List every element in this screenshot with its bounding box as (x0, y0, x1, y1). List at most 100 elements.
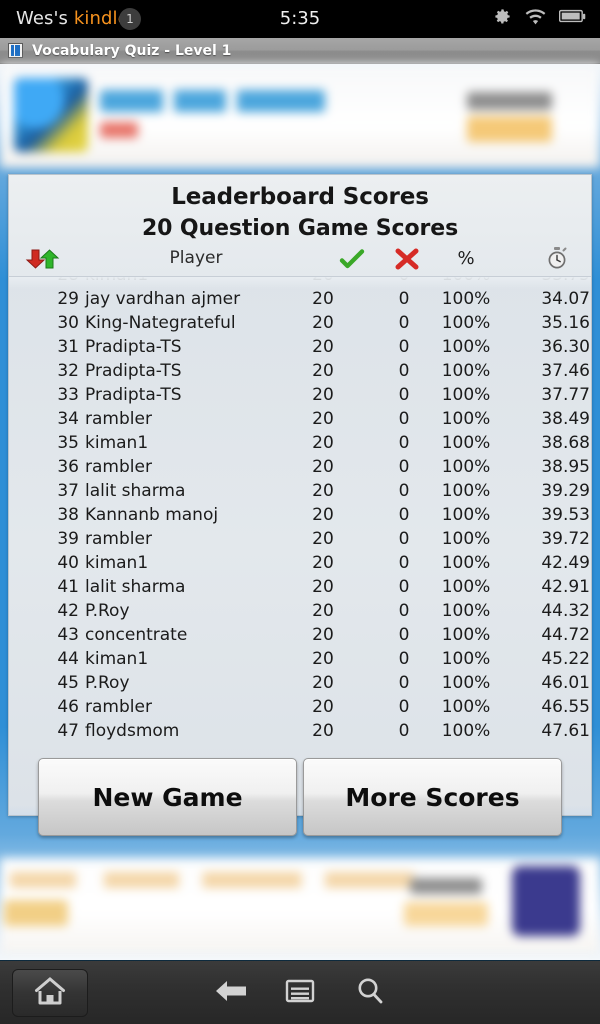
row-time: 37.77 (541, 385, 590, 405)
table-row[interactable]: 45 P.Roy 20 0 100% 46.01 (9, 671, 591, 695)
notification-count-badge[interactable]: 1 (119, 8, 141, 30)
row-player-name: rambler (85, 697, 152, 717)
ad-logo-icon (14, 78, 88, 152)
check-icon[interactable] (335, 248, 369, 274)
row-percent: 100% (441, 313, 491, 333)
row-player-name: Pradipta-TS (85, 361, 182, 381)
row-percent: 100% (441, 433, 491, 453)
row-time: 33.75 (528, 277, 590, 285)
ad-subtext (100, 122, 138, 138)
search-icon (355, 976, 385, 1010)
row-percent: 100% (441, 481, 491, 501)
wifi-icon[interactable] (525, 8, 546, 25)
row-correct-count: 20 (312, 361, 334, 381)
app-title-bar: Vocabulary Quiz - Level 1 (0, 38, 600, 64)
home-button[interactable] (12, 969, 88, 1017)
row-wrong-count: 0 (398, 721, 410, 741)
row-percent: 100% (441, 601, 491, 621)
table-row[interactable]: 37 lalit sharma 20 0 100% 39.29 (9, 479, 591, 503)
row-rank: 33 (57, 385, 79, 405)
ad-badge (4, 900, 68, 926)
row-wrong-count: 0 (398, 673, 410, 693)
bottom-advertisement-banner[interactable] (0, 858, 600, 954)
column-header-percent[interactable]: % (457, 248, 475, 269)
row-player-name: King-Nategrateful (85, 313, 236, 333)
row-rank: 42 (57, 601, 79, 621)
back-button[interactable] (208, 971, 254, 1015)
table-row[interactable]: 44 kiman1 20 0 100% 45.22 (9, 647, 591, 671)
ad-app-icon (512, 866, 580, 936)
table-row[interactable]: 46 rambler 20 0 100% 46.55 (9, 695, 591, 719)
leaderboard-header: Leaderboard Scores 20 Question Game Scor… (9, 175, 591, 276)
table-row[interactable]: 38 Kannanb manoj 20 0 100% 39.53 (9, 503, 591, 527)
table-row[interactable]: 42 P.Roy 20 0 100% 44.32 (9, 599, 591, 623)
table-row[interactable]: 43 concentrate 20 0 100% 44.72 (9, 623, 591, 647)
table-row[interactable]: 40 kiman1 20 0 100% 42.49 (9, 551, 591, 575)
row-wrong-count: 0 (389, 277, 419, 285)
row-percent: 100% (441, 385, 491, 405)
cross-icon[interactable] (390, 247, 424, 275)
table-row[interactable]: 34 rambler 20 0 100% 38.49 (9, 407, 591, 431)
row-percent: 100% (437, 277, 495, 285)
row-wrong-count: 0 (398, 385, 410, 405)
stopwatch-icon[interactable] (542, 246, 572, 274)
table-row[interactable]: 41 lalit sharma 20 0 100% 42.91 (9, 575, 591, 599)
table-row[interactable]: 29 jay vardhan ajmer 20 0 100% 34.07 (9, 287, 591, 311)
row-player-name: Kannanb manoj (85, 505, 219, 525)
leaderboard-subtitle: 20 Question Game Scores (141, 216, 459, 241)
row-rank: 32 (57, 361, 79, 381)
ad-cta-button[interactable] (404, 902, 488, 926)
table-row[interactable]: 47 floydsmom 20 0 100% 47.61 (9, 719, 591, 743)
row-time: 42.91 (541, 577, 590, 597)
battery-icon (559, 9, 586, 24)
row-time: 36.30 (541, 337, 590, 357)
search-button[interactable] (347, 971, 393, 1015)
ad-cta-line (410, 878, 482, 894)
row-wrong-count: 0 (398, 649, 410, 669)
more-scores-button[interactable]: More Scores (303, 758, 562, 836)
new-game-button[interactable]: New Game (38, 758, 297, 836)
row-time: 39.29 (541, 481, 590, 501)
row-player-name: kiman1 (85, 277, 148, 285)
row-wrong-count: 0 (398, 529, 410, 549)
row-time: 38.68 (541, 433, 590, 453)
column-header-player[interactable]: Player (169, 248, 223, 268)
top-advertisement-banner[interactable] (0, 64, 600, 168)
row-correct-count: 20 (303, 277, 343, 285)
row-rank: 28 (45, 277, 79, 285)
table-row[interactable]: 31 Pradipta-TS 20 0 100% 36.30 (9, 335, 591, 359)
status-bar-clock: 5:35 (279, 8, 321, 29)
menu-button[interactable] (277, 971, 323, 1015)
row-rank: 40 (57, 553, 79, 573)
row-rank: 44 (57, 649, 79, 669)
table-row[interactable]: 33 Pradipta-TS 20 0 100% 37.77 (9, 383, 591, 407)
row-time: 39.72 (541, 529, 590, 549)
gear-icon[interactable] (493, 7, 512, 26)
row-rank: 37 (57, 481, 79, 501)
sort-arrows-icon[interactable] (25, 248, 65, 270)
table-row[interactable]: 35 kiman1 20 0 100% 38.68 (9, 431, 591, 455)
row-wrong-count: 0 (398, 481, 410, 501)
row-percent: 100% (441, 505, 491, 525)
table-row[interactable]: 36 rambler 20 0 100% 38.95 (9, 455, 591, 479)
ad-headline (10, 872, 480, 888)
device-owner-label: Wes's (16, 8, 74, 29)
row-rank: 41 (57, 577, 79, 597)
table-row[interactable]: 28 kiman1 20 0 100% 33.75 (9, 277, 591, 287)
row-player-name: kiman1 (85, 649, 149, 669)
table-row[interactable]: 30 King-Nategrateful 20 0 100% 35.16 (9, 311, 591, 335)
row-player-name: jay vardhan ajmer (85, 289, 241, 309)
row-time: 35.16 (541, 313, 590, 333)
row-percent: 100% (441, 577, 491, 597)
ad-cta-button[interactable] (467, 116, 552, 142)
row-time: 45.22 (541, 649, 590, 669)
row-wrong-count: 0 (398, 697, 410, 717)
page-title: Vocabulary Quiz - Level 1 (32, 42, 232, 59)
row-time: 39.53 (541, 505, 590, 525)
table-row[interactable]: 32 Pradipta-TS 20 0 100% 37.46 (9, 359, 591, 383)
row-wrong-count: 0 (398, 553, 410, 573)
row-rank: 45 (57, 673, 79, 693)
table-row[interactable]: 39 rambler 20 0 100% 39.72 (9, 527, 591, 551)
